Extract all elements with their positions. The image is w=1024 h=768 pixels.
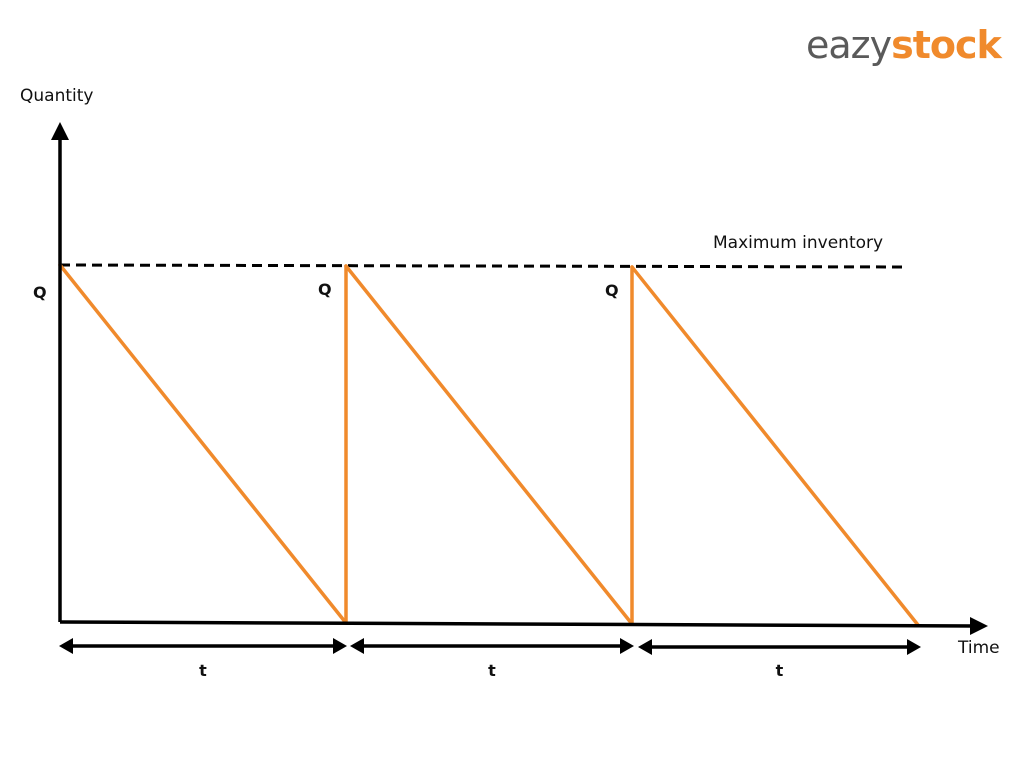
period-arrowhead-left — [638, 639, 652, 655]
reference-layer — [59, 263, 904, 269]
peak-label-q: Q — [605, 281, 619, 300]
y-axis-arrowhead — [51, 122, 69, 140]
period-label-t: t — [776, 661, 784, 680]
series-layer — [58, 263, 920, 627]
max-inventory-line — [59, 263, 904, 269]
logo-text-part2: stock — [891, 23, 1002, 67]
period-arrow — [350, 638, 634, 654]
period-arrowhead-right — [333, 638, 347, 654]
period-label-t: t — [199, 661, 207, 680]
peak-label-q: Q — [33, 283, 47, 302]
logo-text-part1: eazy — [806, 23, 892, 67]
series-segment — [630, 265, 920, 627]
period-arrowhead-left — [350, 638, 364, 654]
max-inventory-label: Maximum inventory — [713, 233, 883, 253]
peak-label-q: Q — [318, 280, 332, 299]
axis-layer — [51, 122, 988, 635]
x-axis-line — [59, 620, 976, 628]
svg-text:eazystock: eazystock — [806, 23, 1003, 67]
period-arrowhead-left — [59, 638, 73, 654]
period-arrowhead-right — [620, 638, 634, 654]
series-segment — [344, 264, 634, 626]
x-axis-arrowhead — [970, 617, 988, 635]
period-label-t: t — [488, 661, 496, 680]
x-axis-title: Time — [957, 638, 1000, 658]
eazystock-logo: eazystock — [806, 23, 1004, 67]
series-segment — [58, 263, 348, 625]
period-arrowhead-right — [907, 639, 921, 655]
y-axis-title: Quantity — [20, 86, 93, 106]
period-arrow — [638, 639, 921, 655]
period-arrow — [59, 638, 347, 654]
